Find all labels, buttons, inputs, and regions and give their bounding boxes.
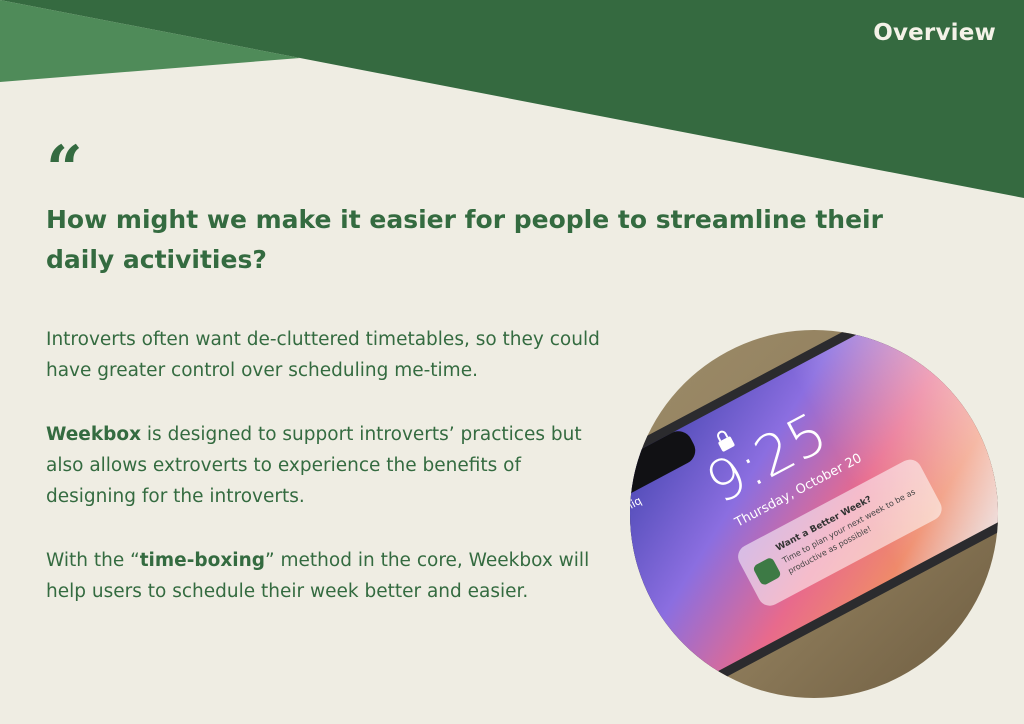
brand-name: Weekbox	[46, 424, 142, 445]
quote-mark-icon: “	[46, 132, 83, 207]
paragraph-weekbox: Weekbox is designed to support introvert…	[46, 424, 582, 507]
phone-photo: Comiq 9:25 Thursday, October 20 Want a B…	[630, 330, 998, 698]
headline-question: How might we make it easier for people t…	[46, 205, 883, 274]
paragraph-introverts: Introverts often want de-cluttered timet…	[46, 329, 600, 381]
notification-card	[738, 459, 942, 606]
method-name: time-boxing	[139, 550, 266, 571]
section-title: Overview	[873, 20, 996, 46]
lock-icon	[717, 430, 735, 452]
body-copy: Introverts often want de-cluttered timet…	[46, 324, 606, 640]
paragraph-timeboxing: With the “time-boxing” method in the cor…	[46, 550, 590, 602]
header-banner	[0, 0, 1024, 198]
weekbox-app-icon	[753, 558, 781, 585]
